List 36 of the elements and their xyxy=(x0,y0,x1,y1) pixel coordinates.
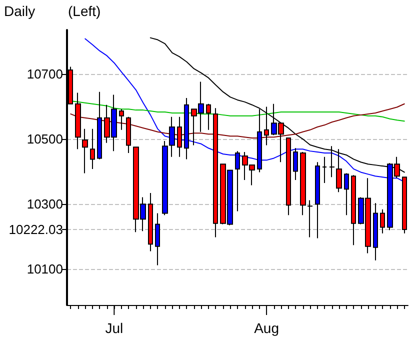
candlestick xyxy=(148,192,153,252)
candlestick xyxy=(322,156,327,184)
text: Daily xyxy=(4,3,36,19)
candlestick xyxy=(162,140,168,216)
candlestick xyxy=(402,176,407,234)
candlestick xyxy=(264,106,269,146)
candlestick xyxy=(206,103,211,130)
candlestick xyxy=(90,128,95,170)
candlestick xyxy=(184,98,189,160)
candlestick xyxy=(97,91,102,160)
candlestick xyxy=(380,208,385,234)
candlestick xyxy=(315,162,320,239)
text: (Left) xyxy=(68,3,101,19)
candlestick xyxy=(351,174,356,246)
y-tick-label: 10222.03 xyxy=(8,222,63,237)
candlestick xyxy=(300,152,306,216)
candlestick xyxy=(373,202,378,261)
candlestick xyxy=(82,128,88,174)
candlestick xyxy=(119,108,124,130)
line-series xyxy=(70,103,405,139)
candlestick xyxy=(169,116,175,158)
candlestick xyxy=(126,116,131,154)
candlestick xyxy=(344,172,349,216)
candlestick xyxy=(286,138,291,216)
candlestick xyxy=(155,212,160,266)
x-tick-label: Aug xyxy=(254,320,279,336)
candlestick xyxy=(177,116,182,158)
y-tick-label: 10300 xyxy=(26,196,63,212)
candlestick xyxy=(213,108,218,238)
y-tick-label: 10100 xyxy=(26,262,63,277)
candlestick xyxy=(307,200,313,238)
y-tick-label: 10500 xyxy=(26,132,63,147)
y-tick-label: 10700 xyxy=(26,66,63,82)
x-tick-label: Jul xyxy=(105,320,124,336)
candlestick xyxy=(75,92,81,150)
line-series xyxy=(70,100,405,122)
